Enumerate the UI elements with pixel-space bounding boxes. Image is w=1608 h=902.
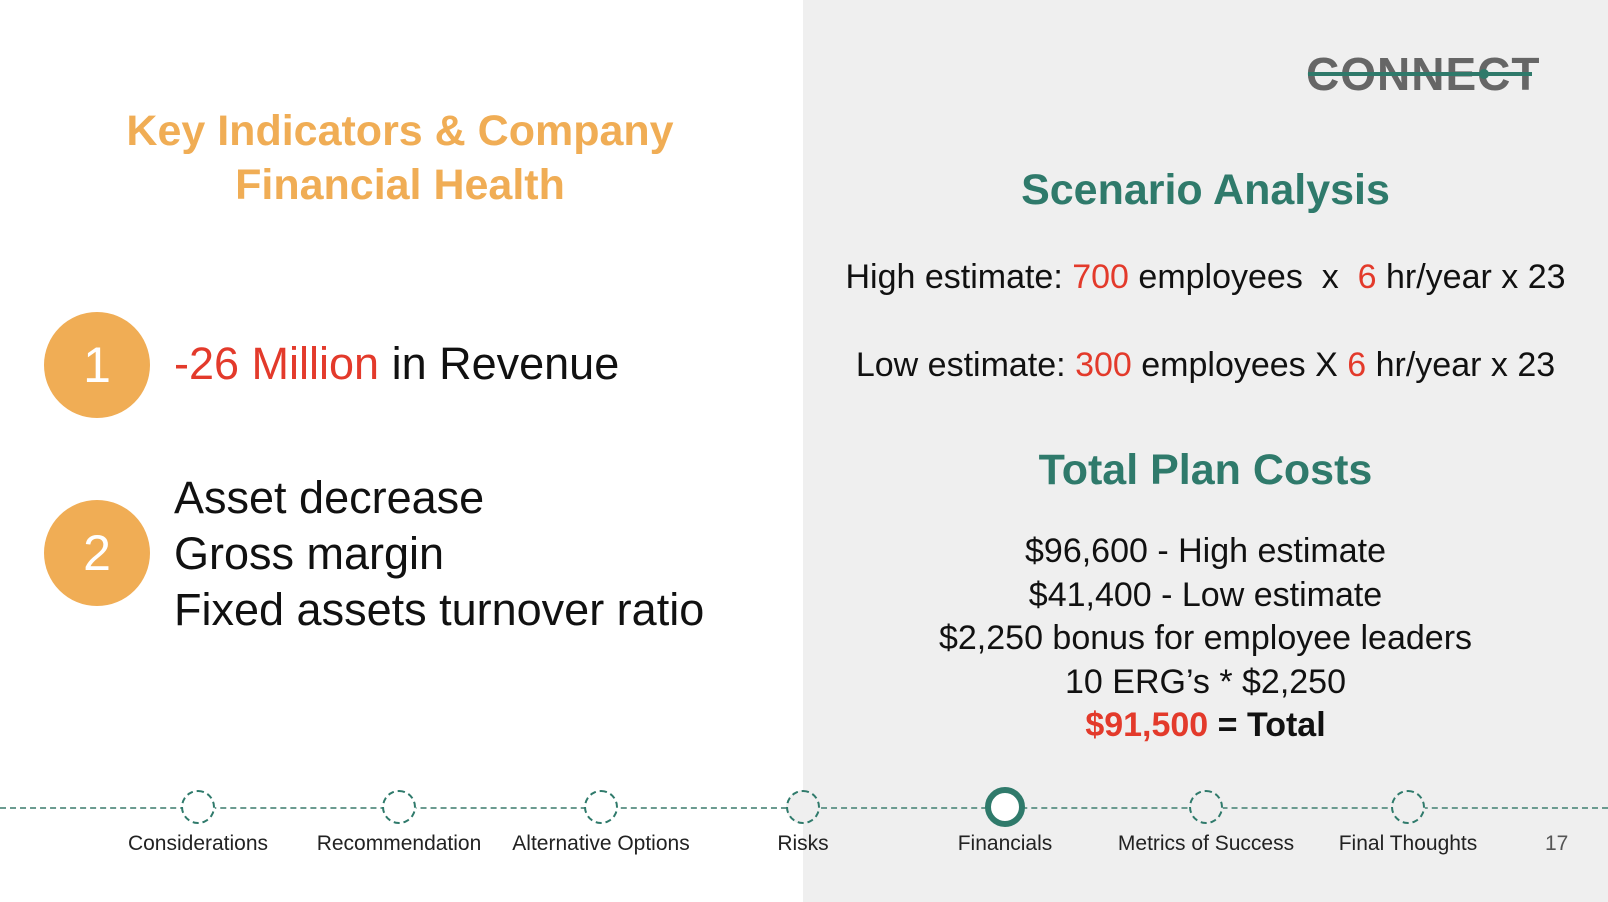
cost-line: $96,600 - High estimate: [1025, 532, 1386, 570]
timeline-node-recommendation[interactable]: [382, 790, 416, 824]
timeline-node-considerations[interactable]: [181, 790, 215, 824]
high-estimate-line: High estimate: 700 employees x 6 hr/year…: [803, 258, 1608, 297]
indicator-2-line: Fixed assets turnover ratio: [174, 584, 705, 635]
scenario-analysis-title: Scenario Analysis: [1021, 166, 1390, 214]
indicator-2-badge: 2: [44, 500, 150, 606]
high-hours-value: 6: [1357, 258, 1377, 296]
indicator-2-list: Asset decrease Gross margin Fixed assets…: [174, 470, 704, 638]
revenue-loss-value: -26 Million: [174, 338, 380, 389]
indicator-1-text: -26 Million in Revenue: [174, 338, 619, 390]
right-panel: [803, 0, 1608, 902]
low-hours-value: 6: [1347, 346, 1367, 384]
section-timeline: Considerations Recommendation Alternativ…: [0, 787, 1608, 900]
timeline-label-considerations[interactable]: Considerations: [127, 832, 269, 855]
page-number: 17: [1545, 832, 1569, 855]
timeline-label-financials[interactable]: Financials: [957, 832, 1053, 855]
left-title-line-1: Key Indicators & Company: [126, 107, 674, 155]
indicator-1-badge: 1: [44, 312, 150, 418]
timeline-label-alternative-options[interactable]: Alternative Options: [512, 832, 690, 855]
high-estimate-mid: employees x: [1128, 258, 1358, 296]
high-estimate-suffix: hr/year x 23: [1376, 258, 1566, 296]
timeline-node-metrics-of-success[interactable]: [1189, 790, 1223, 824]
low-estimate-line: Low estimate: 300 employees X 6 hr/year …: [803, 346, 1608, 385]
low-employees-value: 300: [1075, 346, 1132, 384]
total-amount: $91,500: [1085, 706, 1209, 744]
revenue-label: in Revenue: [379, 338, 620, 389]
cost-line: 10 ERG’s * $2,250: [1065, 662, 1346, 701]
indicator-2-line: Gross margin: [174, 528, 445, 579]
timeline-label-risks[interactable]: Risks: [777, 832, 829, 855]
costs-list: $96,600 - High estimate $41,400 - Low es…: [803, 530, 1608, 748]
connect-logo: CONNECT: [1306, 48, 1539, 100]
timeline-node-risks[interactable]: [786, 790, 820, 824]
cost-line: $2,250 bonus for employee leaders: [938, 619, 1473, 657]
timeline-node-final-thoughts[interactable]: [1391, 790, 1425, 824]
indicator-2-line: Asset decrease: [174, 472, 485, 523]
low-estimate-mid: employees X: [1131, 346, 1348, 384]
timeline-label-metrics-of-success[interactable]: Metrics of Success: [1117, 832, 1295, 855]
left-title-line-2: Financial Health: [235, 161, 565, 209]
timeline-node-financials-active[interactable]: [985, 787, 1025, 827]
cost-line: $41,400 - Low estimate: [1028, 575, 1383, 614]
high-employees-value: 700: [1072, 258, 1129, 296]
high-estimate-prefix: High estimate:: [845, 258, 1073, 296]
total-line: $91,500 = Total: [803, 704, 1608, 748]
timeline-label-recommendation[interactable]: Recommendation: [316, 832, 482, 855]
timeline-node-alternative-options[interactable]: [584, 790, 618, 824]
timeline-label-final-thoughts[interactable]: Final Thoughts: [1338, 832, 1478, 855]
total-label: = Total: [1208, 706, 1326, 744]
low-estimate-prefix: Low estimate:: [855, 346, 1076, 384]
total-plan-costs-title: Total Plan Costs: [1038, 446, 1373, 494]
low-estimate-suffix: hr/year x 23: [1366, 346, 1556, 384]
left-section-title: Key Indicators & Company Financial Healt…: [60, 104, 740, 212]
